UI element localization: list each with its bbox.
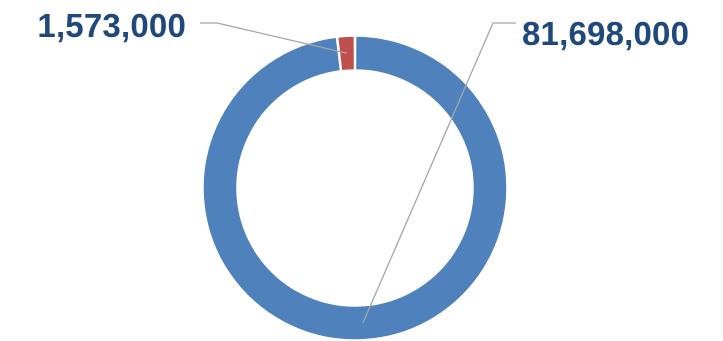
data-label-0: 81,698,000 [522, 15, 689, 52]
leader-line-1 [200, 22, 348, 54]
slices-layer [202, 35, 508, 341]
data-label-1: 1,573,000 [37, 7, 186, 44]
leader-line-0 [362, 22, 516, 324]
donut-slice-0 [202, 35, 508, 341]
leader-lines-layer [200, 22, 516, 324]
data-labels-layer: 81,698,000 1,573,000 [37, 7, 689, 52]
